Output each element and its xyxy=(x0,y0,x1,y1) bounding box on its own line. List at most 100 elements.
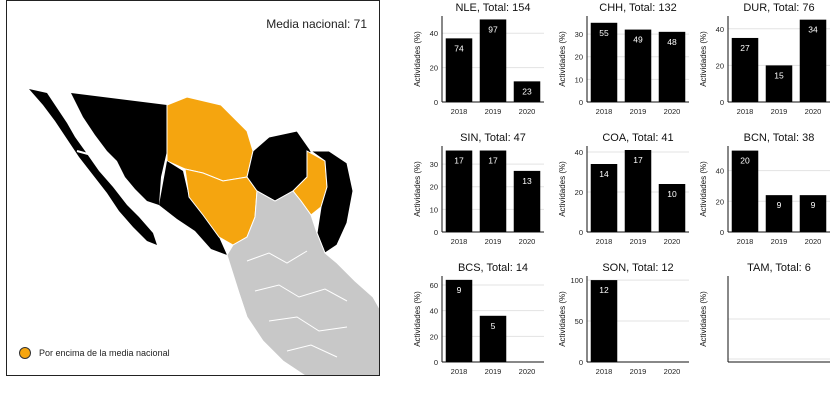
map-legend: Por encima de la media nacional xyxy=(19,347,170,359)
facet-panel: BCS, Total: 14 Actividades (%) 0 20 40 60 9 201… xyxy=(413,262,544,376)
y-tick-label: 40 xyxy=(430,307,438,316)
bar-2020 xyxy=(799,19,827,102)
x-tick-label: 2018 xyxy=(451,367,468,376)
y-tick-label: 40 xyxy=(575,148,583,157)
map-canvas xyxy=(29,89,379,375)
x-tick-label: 2020 xyxy=(519,237,536,246)
bar-value-label: 13 xyxy=(522,176,532,186)
bar-value-label: 17 xyxy=(454,156,464,166)
bar-value-label: 74 xyxy=(454,43,464,53)
x-tick-label: 2020 xyxy=(805,237,822,246)
y-tick-label: 30 xyxy=(575,30,583,39)
state-sinaloa xyxy=(159,161,227,255)
state-chihuahua xyxy=(166,96,254,182)
facet-title: CHH, Total: 132 xyxy=(599,2,676,14)
x-tick-label: 2018 xyxy=(451,237,468,246)
x-tick-label: 2019 xyxy=(630,237,647,246)
bar-value-label: 9 xyxy=(457,285,462,295)
y-tick-label: 10 xyxy=(430,205,438,214)
y-tick-label: 60 xyxy=(430,281,438,290)
x-tick-label: 2018 xyxy=(451,107,468,116)
x-tick-label: 2019 xyxy=(771,107,788,116)
y-axis-label: Actividades (%) xyxy=(558,161,567,217)
y-axis-label: Actividades (%) xyxy=(699,31,708,87)
y-axis-label: Actividades (%) xyxy=(558,31,567,87)
facet-panel: CHH, Total: 132 Actividades (%) 0 10 20 30 55 2… xyxy=(558,2,689,116)
facet-title: COA, Total: 41 xyxy=(602,132,673,144)
bar-2019 xyxy=(479,150,507,232)
bar-value-label: 17 xyxy=(488,156,498,166)
facet-panel: BCN, Total: 38 Actividades (%) 0 20 40 20 2018… xyxy=(699,132,830,246)
bar-2020 xyxy=(658,31,686,103)
facet-title: BCN, Total: 38 xyxy=(744,132,815,144)
y-tick-label: 0 xyxy=(434,98,438,107)
y-axis-label: Actividades (%) xyxy=(699,291,708,347)
facet-panel: TAM, Total: 6 Actividades (%) xyxy=(699,262,830,363)
y-tick-label: 20 xyxy=(716,61,724,70)
facet-panel: SIN, Total: 47 Actividades (%) 0 10 20 30 17 20… xyxy=(413,132,544,246)
bar-value-label: 10 xyxy=(667,189,677,199)
y-tick-label: 40 xyxy=(430,29,438,38)
x-tick-label: 2018 xyxy=(737,107,754,116)
bar-value-label: 55 xyxy=(599,28,609,38)
facet-title: BCS, Total: 14 xyxy=(458,262,528,274)
x-tick-label: 2019 xyxy=(485,367,502,376)
y-tick-label: 0 xyxy=(579,358,583,367)
y-tick-label: 0 xyxy=(720,228,724,237)
bar-value-label: 5 xyxy=(491,321,496,331)
facet-panel: SON, Total: 12 Actividades (%) 0 50 100 12 201… xyxy=(558,262,689,376)
bar-value-label: 34 xyxy=(808,25,818,35)
bar-value-label: 15 xyxy=(774,70,784,80)
bar-2020 xyxy=(513,170,541,232)
bar-value-label: 23 xyxy=(522,86,532,96)
y-tick-label: 0 xyxy=(434,228,438,237)
bar-2018 xyxy=(731,37,759,103)
legend-swatch-orange xyxy=(19,347,31,359)
facet-bar-charts: NLE, Total: 154 Actividades (%) 0 20 40 74 201… xyxy=(398,0,840,393)
facet-panel: COA, Total: 41 Actividades (%) 0 20 40 14 2018… xyxy=(558,132,689,246)
bar-2019 xyxy=(624,150,652,232)
bar-2018 xyxy=(590,280,618,362)
y-tick-label: 0 xyxy=(579,228,583,237)
facet-title: TAM, Total: 6 xyxy=(747,262,811,274)
x-tick-label: 2019 xyxy=(485,237,502,246)
bar-value-label: 27 xyxy=(740,43,750,53)
bar-value-label: 12 xyxy=(599,285,609,295)
x-tick-label: 2020 xyxy=(519,107,536,116)
bar-2018 xyxy=(731,150,759,232)
y-axis-label: Actividades (%) xyxy=(413,31,422,87)
facet-panel: DUR, Total: 76 Actividades (%) 0 20 40 27 2018… xyxy=(699,2,830,116)
facet-title: NLE, Total: 154 xyxy=(455,2,530,14)
bar-2018 xyxy=(590,164,618,232)
other-states xyxy=(226,190,379,375)
bar-value-label: 9 xyxy=(777,200,782,210)
y-tick-label: 0 xyxy=(434,358,438,367)
y-tick-label: 20 xyxy=(716,197,724,206)
bar-value-label: 17 xyxy=(633,155,643,165)
bar-value-label: 48 xyxy=(667,37,677,47)
state-baja-california xyxy=(29,89,157,245)
bar-2020 xyxy=(799,195,827,232)
x-tick-label: 2018 xyxy=(737,237,754,246)
bar-2018 xyxy=(445,279,473,362)
bar-2020 xyxy=(658,184,686,232)
bar-2019 xyxy=(624,29,652,102)
facet-title: SIN, Total: 47 xyxy=(460,132,526,144)
y-tick-label: 50 xyxy=(575,317,583,326)
y-tick-label: 40 xyxy=(716,25,724,34)
gulf-of-california-line xyxy=(76,150,100,158)
y-tick-label: 20 xyxy=(430,332,438,341)
y-tick-label: 100 xyxy=(570,276,583,285)
x-tick-label: 2019 xyxy=(771,237,788,246)
y-tick-label: 0 xyxy=(720,98,724,107)
facet-panel: NLE, Total: 154 Actividades (%) 0 20 40 74 201… xyxy=(413,2,544,116)
y-axis-label: Actividades (%) xyxy=(558,291,567,347)
bar-value-label: 14 xyxy=(599,169,609,179)
mexico-choropleth-map: Media nacional: 71 Por encima de la medi… xyxy=(6,0,380,376)
y-axis-label: Actividades (%) xyxy=(413,291,422,347)
legend-label: Por encima de la media nacional xyxy=(39,348,170,358)
y-tick-label: 20 xyxy=(430,183,438,192)
y-tick-label: 0 xyxy=(579,98,583,107)
x-tick-label: 2019 xyxy=(485,107,502,116)
y-axis-label: Actividades (%) xyxy=(413,161,422,217)
